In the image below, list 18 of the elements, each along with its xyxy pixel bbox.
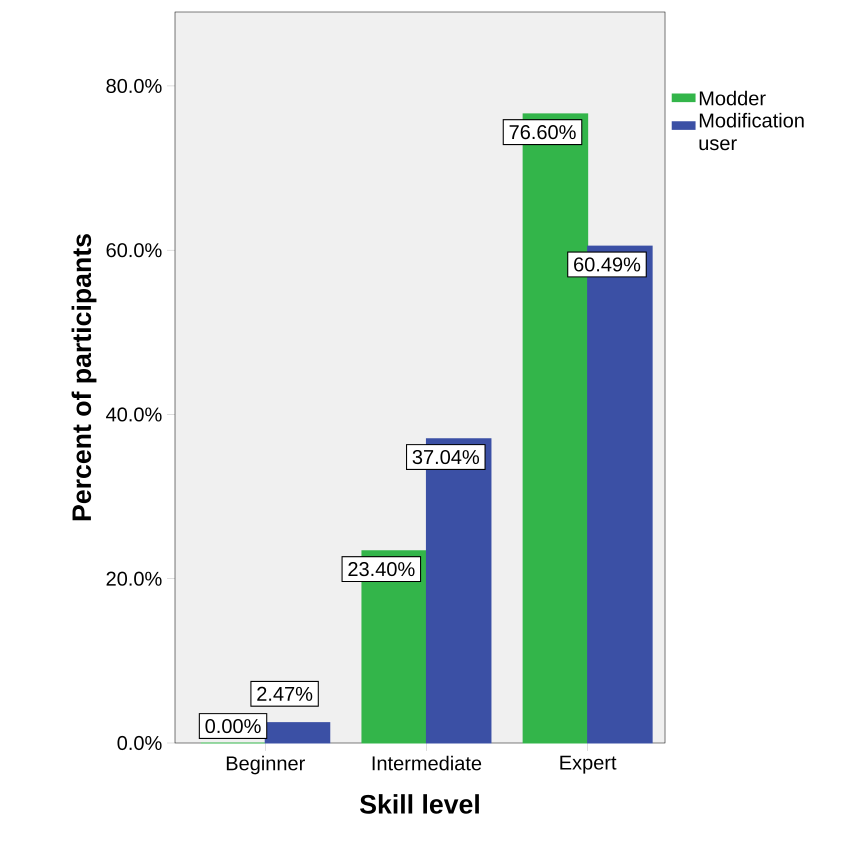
y-tick-label: 80.0% bbox=[106, 78, 162, 93]
data-label: 2.47% bbox=[257, 686, 312, 701]
data-label: 37.04% bbox=[412, 450, 479, 464]
legend-label: Modification user bbox=[700, 112, 804, 150]
x-axis-title: Skill level bbox=[360, 794, 479, 814]
data-label: 60.49% bbox=[574, 257, 640, 272]
data-label: 23.40% bbox=[348, 562, 415, 576]
data-label: 0.00% bbox=[205, 718, 261, 734]
x-tick-label: Intermediate bbox=[372, 756, 482, 770]
y-tick-label: 60.0% bbox=[106, 243, 162, 258]
y-tick-label: 20.0% bbox=[106, 572, 162, 586]
data-label: 76.60% bbox=[510, 125, 576, 140]
y-tick-label: 40.0% bbox=[106, 407, 162, 422]
y-tick-label: 0.0% bbox=[117, 736, 162, 750]
legend-label: Modder bbox=[700, 90, 766, 106]
x-tick-label: Beginner bbox=[226, 756, 305, 774]
y-axis-title: Percent of participants bbox=[72, 234, 96, 520]
x-tick-label: Expert bbox=[560, 756, 616, 774]
